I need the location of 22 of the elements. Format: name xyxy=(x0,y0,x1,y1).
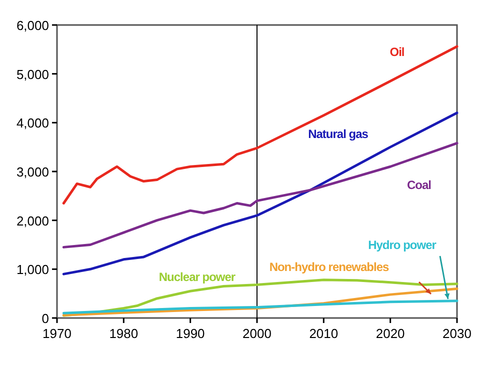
y-tick-label: 1,000 xyxy=(16,262,49,278)
x-tick-label: 1970 xyxy=(42,326,72,341)
series-label: Oil xyxy=(390,45,404,59)
x-tick-label: 1990 xyxy=(176,326,205,341)
x-tick-label: 2000 xyxy=(242,326,272,341)
series-label: Natural gas xyxy=(308,127,369,141)
line-series xyxy=(62,300,458,314)
x-tick-label: 2020 xyxy=(376,326,405,341)
text: Hydro power xyxy=(368,238,437,252)
series-label: Nuclear power xyxy=(158,270,236,284)
series-label: Non-hydro renewables xyxy=(269,260,390,274)
x-tick-label: 2030 xyxy=(442,326,472,341)
y-tick-label: 2,000 xyxy=(16,213,49,228)
x-tick-label: 1980 xyxy=(109,326,138,341)
y-tick-label: 5,000 xyxy=(16,66,49,82)
y-tick-label: 0 xyxy=(42,311,49,326)
y-tick-label: 3,000 xyxy=(16,164,49,180)
y-tick-label: 6,000 xyxy=(16,18,49,33)
x-tick-label: 2010 xyxy=(309,326,338,341)
line-series xyxy=(62,45,458,204)
y-tick-label: 4,000 xyxy=(16,116,49,131)
series-label: Coal xyxy=(406,178,432,192)
